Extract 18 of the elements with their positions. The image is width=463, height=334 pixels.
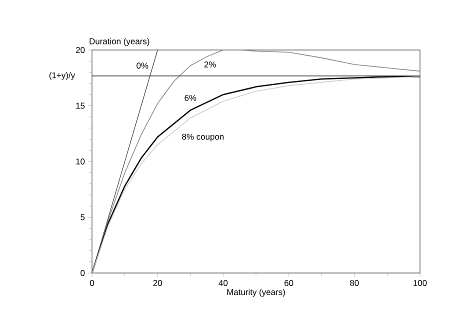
x-tick-label: 60 bbox=[284, 280, 294, 286]
x-tick-label: 0 bbox=[90, 280, 94, 286]
x-tick-label: 100 bbox=[414, 280, 427, 286]
y-tick-label: 5 bbox=[80, 214, 85, 220]
y-tick-label: 0 bbox=[80, 270, 85, 276]
y-axis-title: Duration (years) bbox=[90, 38, 150, 46]
x-tick-label: 40 bbox=[218, 280, 228, 286]
y-tick-label: 10 bbox=[76, 158, 85, 164]
series-label: 6% bbox=[184, 94, 196, 101]
ref-line-label: (1+y)/y bbox=[49, 72, 76, 80]
x-axis-title: Maturity (years) bbox=[227, 288, 285, 297]
y-tick-label: 15 bbox=[76, 102, 85, 109]
series-label: 0% bbox=[136, 62, 148, 69]
x-tick-label: 80 bbox=[350, 280, 359, 286]
y-tick-label: 20 bbox=[76, 47, 85, 53]
x-tick-label: 20 bbox=[153, 280, 162, 286]
series-label: 2% bbox=[204, 62, 216, 68]
series-label: 8% coupon bbox=[182, 134, 224, 142]
